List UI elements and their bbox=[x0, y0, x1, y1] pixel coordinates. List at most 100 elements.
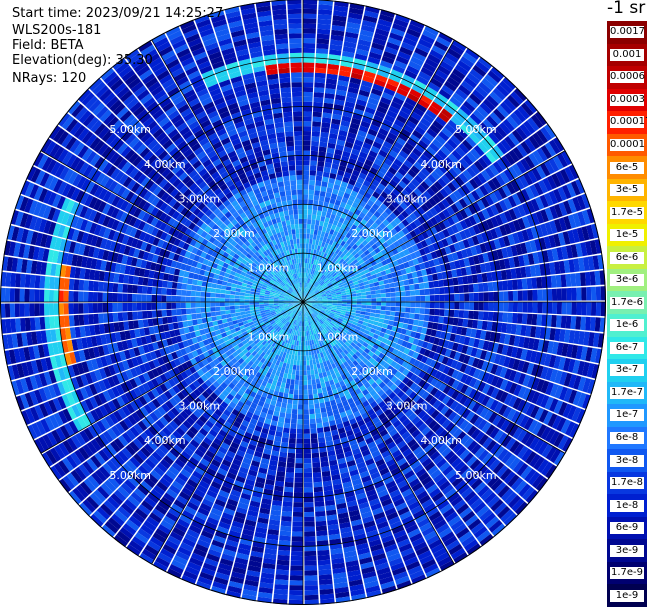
range-gate-cell bbox=[303, 0, 318, 5]
range-gate-cell bbox=[526, 214, 535, 227]
range-gate-cell bbox=[527, 117, 540, 132]
range-gate-cell bbox=[328, 262, 334, 268]
range-gate-cell bbox=[398, 132, 409, 142]
range-gate-cell bbox=[472, 255, 480, 265]
range-gate-cell bbox=[466, 72, 481, 85]
range-gate-cell bbox=[476, 320, 483, 330]
range-gate-cell bbox=[423, 349, 431, 357]
range-gate-cell bbox=[303, 385, 308, 390]
range-gate-cell bbox=[309, 290, 313, 295]
range-gate-cell bbox=[345, 187, 353, 195]
range-gate-cell bbox=[402, 37, 417, 47]
range-gate-cell bbox=[317, 296, 323, 299]
range-gate-cell bbox=[401, 235, 409, 243]
range-gate-cell bbox=[475, 187, 485, 199]
range-gate-cell bbox=[316, 38, 330, 45]
range-gate-cell bbox=[397, 167, 407, 177]
range-gate-cell bbox=[539, 237, 547, 250]
range-gate-cell bbox=[517, 373, 527, 385]
range-gate-cell bbox=[287, 457, 295, 464]
range-gate-cell bbox=[414, 332, 421, 340]
range-gate-cell bbox=[412, 129, 423, 140]
range-gate-cell bbox=[280, 520, 292, 527]
range-gate-cell bbox=[475, 348, 483, 359]
range-gate-cell bbox=[427, 53, 441, 65]
range-gate-cell bbox=[453, 242, 461, 252]
range-gate-cell bbox=[303, 380, 308, 386]
range-gate-cell bbox=[354, 53, 368, 61]
range-gate-cell bbox=[372, 37, 387, 46]
range-gate-cell bbox=[512, 206, 522, 219]
range-gate-cell bbox=[366, 199, 375, 207]
range-gate-cell bbox=[542, 302, 548, 314]
range-gate-cell bbox=[331, 224, 337, 231]
range-gate-cell bbox=[326, 78, 337, 85]
range-gate-cell bbox=[324, 162, 332, 168]
range-gate-cell bbox=[305, 350, 309, 356]
range-gate-cell bbox=[295, 374, 300, 381]
range-gate-cell bbox=[353, 281, 359, 286]
range-gate-cell bbox=[345, 311, 351, 315]
range-gate-cell bbox=[352, 113, 363, 121]
range-gate-cell bbox=[517, 290, 523, 301]
range-gate-cell bbox=[324, 288, 330, 292]
range-gate-cell bbox=[333, 274, 339, 279]
range-gate-cell bbox=[587, 379, 596, 395]
range-gate-cell bbox=[407, 246, 415, 254]
range-gate-cell bbox=[538, 180, 548, 194]
range-gate-cell bbox=[383, 264, 390, 270]
range-gate-cell bbox=[477, 172, 487, 184]
range-gate-cell bbox=[473, 368, 481, 379]
range-gate-cell bbox=[372, 141, 383, 150]
range-gate-cell bbox=[321, 307, 327, 310]
range-gate-cell bbox=[331, 280, 337, 285]
range-gate-cell bbox=[507, 357, 516, 369]
range-gate-cell bbox=[304, 589, 319, 596]
range-gate-cell bbox=[414, 264, 421, 272]
range-gate-cell bbox=[313, 281, 318, 287]
range-gate-cell bbox=[383, 158, 393, 167]
range-gate-cell bbox=[307, 300, 313, 302]
range-gate-cell bbox=[317, 298, 323, 301]
range-gate-cell bbox=[572, 228, 580, 243]
range-gate-cell bbox=[360, 24, 375, 33]
range-gate-cell bbox=[405, 215, 414, 224]
range-gate-cell bbox=[401, 340, 408, 348]
range-gate-cell bbox=[314, 190, 320, 196]
range-gate-cell bbox=[284, 388, 290, 394]
range-gate-cell bbox=[575, 316, 582, 330]
range-gate-cell bbox=[370, 309, 376, 314]
range-gate-cell bbox=[338, 70, 351, 78]
range-gate-cell bbox=[484, 74, 499, 87]
range-gate-cell bbox=[299, 365, 303, 371]
range-gate-cell bbox=[304, 292, 307, 298]
range-gate-cell bbox=[346, 291, 352, 295]
range-gate-cell bbox=[383, 319, 389, 325]
range-gate-cell bbox=[320, 131, 329, 138]
range-gate-cell bbox=[392, 188, 401, 197]
range-gate-cell bbox=[316, 277, 321, 283]
range-gate-cell bbox=[401, 256, 408, 263]
range-gate-cell bbox=[481, 220, 490, 231]
range-gate-cell bbox=[303, 243, 306, 249]
range-gate-cell bbox=[578, 331, 585, 345]
range-gate-cell bbox=[553, 400, 564, 414]
range-gate-cell bbox=[388, 166, 398, 175]
range-gate-cell bbox=[531, 277, 538, 289]
range-gate-cell bbox=[362, 277, 368, 283]
range-gate-cell bbox=[351, 302, 357, 305]
range-gate-cell bbox=[482, 282, 489, 292]
range-gate-cell bbox=[314, 224, 319, 231]
range-gate-cell bbox=[376, 272, 382, 278]
range-gate-cell bbox=[311, 214, 317, 220]
range-gate-cell bbox=[520, 266, 527, 278]
range-gate-cell bbox=[318, 564, 332, 571]
range-gate-cell bbox=[517, 313, 523, 324]
range-gate-cell bbox=[385, 170, 395, 179]
range-gate-cell bbox=[561, 246, 569, 260]
range-gate-cell bbox=[568, 389, 578, 404]
range-gate-cell bbox=[339, 275, 346, 280]
range-gate-cell bbox=[562, 231, 571, 245]
range-gate-cell bbox=[413, 79, 427, 90]
range-gate-cell bbox=[359, 314, 366, 319]
